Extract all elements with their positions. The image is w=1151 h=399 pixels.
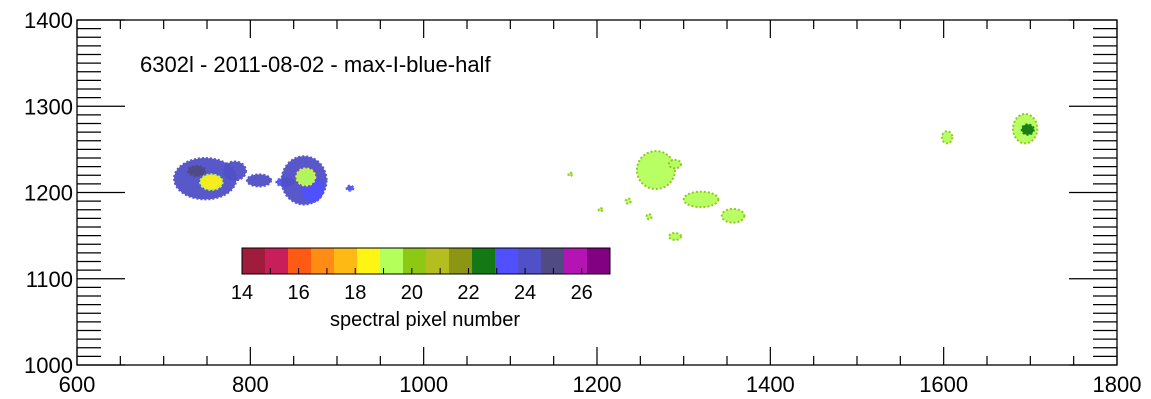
data-feature	[222, 160, 248, 182]
y-tick-label: 1200	[24, 181, 73, 206]
data-feature	[597, 207, 604, 213]
colorbar-swatch	[587, 248, 611, 274]
data-feature	[295, 167, 317, 187]
data-feature	[635, 150, 677, 191]
y-tick-label: 1400	[24, 8, 73, 33]
colorbar-swatch	[495, 248, 519, 274]
colorbar-tick-label: 14	[231, 282, 253, 304]
x-tick-label: 800	[232, 372, 269, 397]
colorbar-swatch	[426, 248, 450, 274]
x-tick-label: 1600	[919, 372, 968, 397]
colorbar-swatch	[334, 248, 358, 274]
x-ticks: 600 800 1000 1200 1400 1600 1800	[59, 20, 1142, 397]
colorbar-swatch	[265, 248, 289, 274]
colorbar-swatch	[541, 248, 565, 274]
data-feature	[345, 184, 355, 192]
x-tick-label: 1200	[573, 372, 622, 397]
data-feature	[1020, 123, 1035, 136]
colorbar-frame	[241, 247, 611, 275]
blobs-layer	[173, 113, 1039, 241]
y-tick-label: 1100	[26, 267, 73, 292]
colorbar-tick-label: 26	[571, 282, 593, 304]
colorbar-swatch	[357, 248, 381, 274]
y-tick-label: 1300	[24, 94, 73, 119]
data-feature	[186, 164, 207, 178]
data-feature	[645, 213, 653, 221]
colorbar-swatch	[242, 248, 266, 274]
colorbar-tick-label: 20	[401, 282, 423, 304]
colorbar-swatch	[564, 248, 588, 274]
colorbar-swatch	[449, 248, 473, 274]
colorbar-swatch	[288, 248, 312, 274]
colorbar-tick-label: 22	[457, 282, 479, 304]
colorbar-tick-label: 18	[344, 282, 366, 304]
data-feature	[245, 173, 273, 188]
data-feature	[624, 197, 632, 205]
colorbar-swatch	[403, 248, 427, 274]
colorbar-swatch	[311, 248, 335, 274]
x-tick-label: 600	[59, 372, 96, 397]
colorbar: 14 16 18 20 22 24 26 spectral pixel number	[231, 247, 611, 331]
colorbar-tick-label: 16	[287, 282, 309, 304]
colorbar-swatch	[380, 248, 404, 274]
data-feature	[567, 171, 573, 178]
x-tick-label: 1400	[746, 372, 795, 397]
colorbar-swatch	[472, 248, 496, 274]
data-feature	[720, 207, 746, 224]
x-tick-label: 1800	[1093, 372, 1142, 397]
colorbar-label: spectral pixel number	[330, 309, 520, 331]
colorbar-tick-label: 24	[514, 282, 536, 304]
y-ticks: 1000 1100 1200 1300 1400	[24, 8, 1117, 378]
data-feature	[682, 190, 720, 209]
data-feature	[667, 232, 683, 241]
x-tick-label: 1000	[399, 372, 448, 397]
colorbar-swatch	[518, 248, 542, 274]
data-feature	[940, 130, 954, 145]
chart-title: 6302l - 2011-08-02 - max-I-blue-half	[140, 52, 491, 77]
data-feature	[667, 158, 683, 170]
data-feature	[199, 173, 224, 191]
y-tick-label: 1000	[24, 353, 73, 378]
